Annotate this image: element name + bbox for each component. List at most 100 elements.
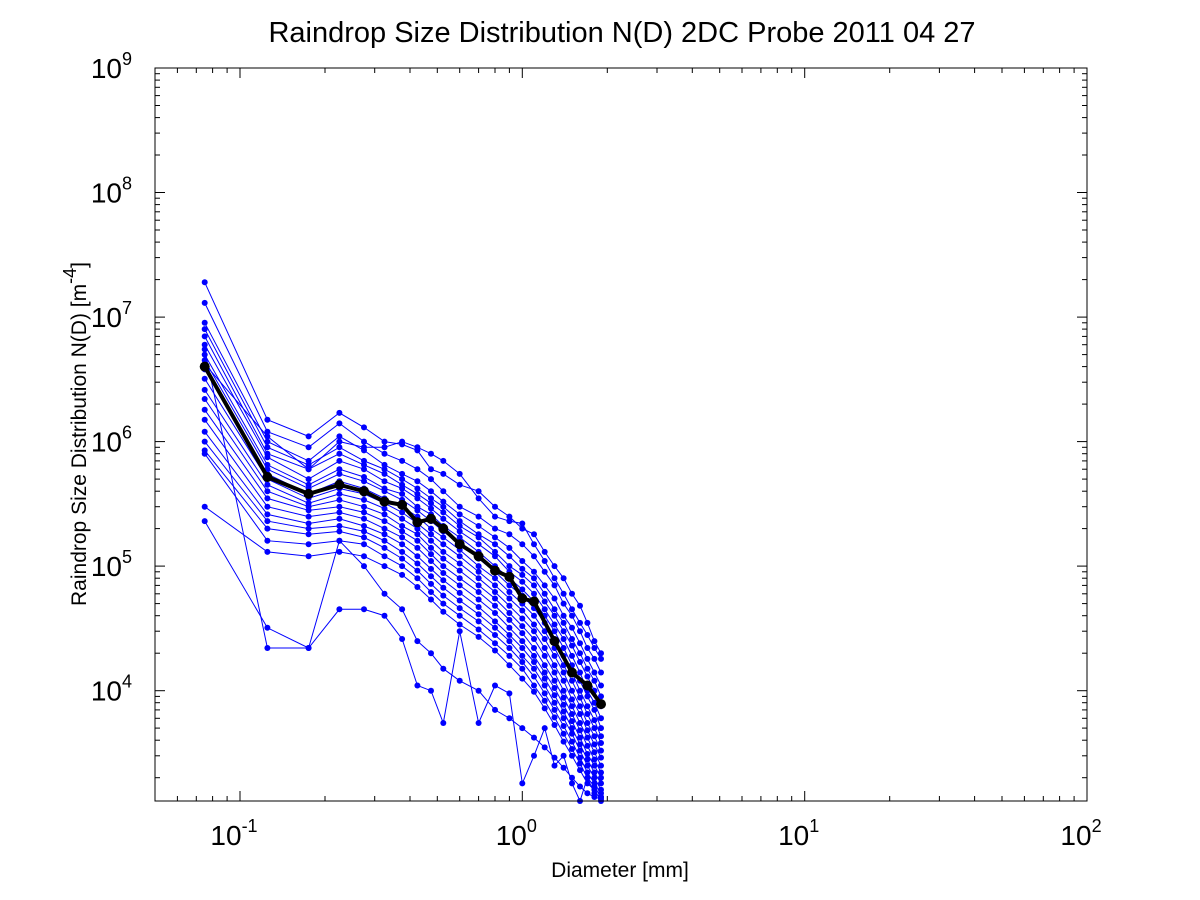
mean-series-point	[412, 517, 423, 528]
series-point	[305, 513, 312, 520]
series-line-11	[204, 398, 602, 766]
series-point	[584, 711, 591, 717]
series-point	[560, 628, 567, 635]
series-point	[519, 541, 526, 548]
series-line-19	[204, 520, 602, 803]
mean-series-point	[582, 680, 593, 691]
series-point	[531, 553, 537, 560]
mean-series-point	[529, 596, 539, 607]
series-point	[361, 515, 367, 522]
series-point	[560, 694, 567, 701]
series-point	[531, 531, 537, 538]
series-point	[264, 428, 271, 435]
series-point	[399, 509, 406, 516]
series-point	[569, 687, 575, 694]
series-point	[361, 553, 367, 560]
series-point	[560, 600, 567, 607]
mean-series-layer	[199, 361, 606, 710]
series-point	[336, 438, 343, 445]
series-point	[381, 505, 388, 512]
series-point	[399, 528, 406, 535]
series-point	[551, 669, 558, 676]
series-point	[475, 541, 482, 548]
series-point	[577, 602, 583, 609]
series-point	[381, 438, 388, 445]
series-point	[428, 500, 434, 507]
series-line-14	[204, 431, 602, 784]
series-point	[531, 665, 537, 672]
series-point	[584, 790, 591, 797]
series-point	[440, 509, 447, 516]
series-point	[440, 457, 447, 464]
series-point	[361, 528, 367, 535]
series-point	[475, 495, 482, 502]
series-point	[541, 744, 548, 751]
series-point	[428, 537, 434, 544]
series-point	[506, 624, 513, 631]
series-point	[506, 690, 513, 697]
chart-title: Raindrop Size Distribution N(D) 2DC Prob…	[268, 17, 975, 49]
series-point	[541, 697, 548, 704]
series-point	[551, 652, 558, 659]
series-point	[428, 551, 434, 558]
series-point	[560, 708, 567, 715]
series-point	[492, 589, 498, 595]
series-point	[414, 553, 421, 560]
series-point	[519, 659, 526, 665]
series-point	[456, 575, 463, 582]
series-point	[381, 518, 388, 525]
series-line-5	[204, 344, 602, 719]
series-point	[428, 589, 434, 595]
series-point	[399, 534, 406, 541]
series-point	[428, 573, 434, 580]
series-point	[361, 523, 367, 529]
series-point	[519, 578, 526, 585]
series-point	[440, 600, 447, 607]
series-point	[456, 523, 463, 529]
series-point	[428, 531, 434, 538]
series-point	[598, 682, 604, 689]
series-point	[541, 558, 548, 564]
series-point	[598, 693, 604, 700]
series-point	[591, 638, 598, 645]
series-point	[541, 582, 548, 589]
series-point	[569, 606, 575, 613]
series-point	[264, 511, 271, 518]
series-point	[381, 470, 388, 477]
series-point	[591, 769, 598, 776]
series-point	[428, 450, 434, 457]
series-point	[428, 565, 434, 572]
series-point	[551, 606, 558, 613]
series-point	[440, 665, 447, 672]
y-tick-label: 109	[91, 49, 132, 84]
series-point	[569, 612, 575, 619]
series-point	[456, 534, 463, 541]
series-point	[569, 725, 575, 732]
series-point	[399, 476, 406, 483]
series-point	[475, 563, 482, 570]
series-point	[492, 647, 498, 654]
series-point	[492, 582, 498, 589]
y-tick-label: 104	[91, 672, 132, 707]
series-point	[264, 645, 271, 651]
series-point	[598, 655, 604, 662]
series-point	[201, 341, 208, 348]
series-point	[531, 688, 537, 695]
series-point	[475, 604, 482, 610]
series-point	[381, 537, 388, 544]
series-point	[591, 741, 598, 748]
series-point	[201, 416, 208, 423]
series-point	[201, 518, 208, 525]
series-point	[591, 733, 598, 740]
series-point	[428, 476, 434, 483]
series-point	[440, 570, 447, 576]
series-point	[336, 528, 343, 535]
series-point	[591, 756, 598, 763]
series-point	[551, 714, 558, 721]
series-point	[519, 558, 526, 564]
series-point	[440, 584, 447, 591]
series-point	[577, 711, 583, 717]
series-point	[440, 608, 447, 615]
series-point	[519, 630, 526, 637]
series-point	[598, 780, 604, 787]
